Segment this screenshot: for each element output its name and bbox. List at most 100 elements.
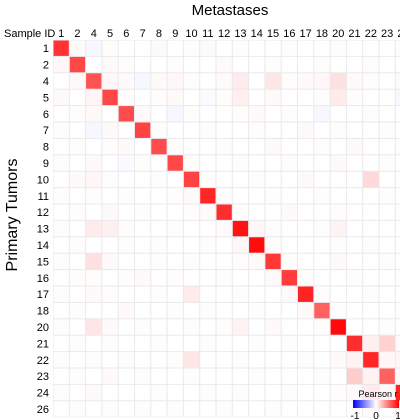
- heatmap-cell-11-17: [298, 188, 314, 204]
- y-axis-label: Primary Tumors: [4, 159, 21, 272]
- heatmap-cell-23-10: [183, 368, 200, 384]
- heatmap-cell-10-7: [135, 171, 151, 188]
- y-tick-22: 22: [37, 355, 49, 367]
- x-tick-24: 24: [397, 28, 400, 40]
- heatmap-cell-9-18: [314, 155, 330, 171]
- heatmap-cell-9-15: [265, 155, 281, 171]
- heatmap-cell-2-22: [363, 56, 379, 73]
- heatmap-cell-9-20: [330, 155, 346, 171]
- heatmap-cell-4-12: [216, 73, 232, 89]
- heatmap-cell-10-8: [151, 171, 167, 188]
- heatmap-cell-4-24: [395, 73, 400, 89]
- heatmap-cell-6-16: [281, 106, 297, 122]
- heatmap-cell-5-6: [118, 89, 134, 106]
- heatmap-cell-26-7: [135, 401, 151, 417]
- heatmap-cell-10-10: [183, 171, 200, 188]
- heatmap-cell-22-1: [53, 352, 69, 368]
- heatmap-cell-15-2: [69, 253, 86, 270]
- heatmap-cell-1-15: [265, 40, 281, 56]
- heatmap-cell-11-20: [330, 188, 346, 204]
- heatmap-cell-22-16: [281, 352, 297, 368]
- heatmap-cell-16-12: [216, 270, 232, 286]
- heatmap-cell-4-4: [86, 73, 102, 89]
- heatmap-cell-15-24: [395, 253, 400, 270]
- heatmap-cell-15-17: [298, 253, 314, 270]
- heatmap-cell-10-17: [298, 171, 314, 188]
- heatmap-cell-7-18: [314, 122, 330, 138]
- heatmap-cell-11-21: [346, 188, 363, 204]
- heatmap-cell-24-9: [167, 384, 183, 401]
- heatmap-cell-22-6: [118, 352, 134, 368]
- heatmap-cell-17-23: [379, 286, 395, 302]
- x-tick-1: 1: [58, 28, 64, 40]
- heatmap-cell-5-9: [167, 89, 183, 106]
- heatmap-cell-23-23: [379, 368, 395, 384]
- y-tick-2: 2: [43, 60, 49, 72]
- y-tick-20: 20: [37, 322, 49, 334]
- heatmap-cell-15-1: [53, 253, 69, 270]
- heatmap-cell-15-8: [151, 253, 167, 270]
- heatmap-cell-5-7: [135, 89, 151, 106]
- heatmap-cell-18-2: [69, 302, 86, 319]
- heatmap-cell-10-23: [379, 171, 395, 188]
- heatmap-cell-21-5: [102, 335, 118, 352]
- legend-tick-min: -1: [351, 411, 360, 420]
- heatmap-cell-13-9: [167, 220, 183, 237]
- heatmap-cell-22-10: [183, 352, 200, 368]
- heatmap-cell-16-9: [167, 270, 183, 286]
- heatmap-cell-13-20: [330, 220, 346, 237]
- heatmap-cell-14-12: [216, 237, 232, 253]
- heatmap-cell-13-5: [102, 220, 118, 237]
- heatmap-cell-9-11: [200, 155, 216, 171]
- heatmap-cell-20-17: [298, 319, 314, 335]
- heatmap-cell-15-14: [249, 253, 265, 270]
- heatmap-cell-12-2: [69, 204, 86, 220]
- legend-tick-max: 1: [395, 411, 400, 420]
- heatmap-cell-22-18: [314, 352, 330, 368]
- heatmap-cell-8-15: [265, 138, 281, 155]
- heatmap-cell-18-22: [363, 302, 379, 319]
- heatmap-cell-22-20: [330, 352, 346, 368]
- heatmap-cells: [53, 40, 400, 418]
- heatmap-cell-16-6: [118, 270, 134, 286]
- heatmap-cell-6-7: [135, 106, 151, 122]
- heatmap-cell-8-2: [69, 138, 86, 155]
- heatmap-cell-23-9: [167, 368, 183, 384]
- heatmap-cell-24-15: [265, 384, 281, 401]
- heatmap-cell-20-5: [102, 319, 118, 335]
- heatmap-cell-21-6: [118, 335, 134, 352]
- heatmap-cell-17-11: [200, 286, 216, 302]
- heatmap-cell-9-9: [167, 155, 183, 171]
- y-tick-17: 17: [37, 289, 49, 301]
- heatmap-cell-12-12: [216, 204, 232, 220]
- heatmap-cell-21-7: [135, 335, 151, 352]
- legend-tick-mid: 0: [373, 411, 379, 420]
- x-tick-21: 21: [348, 28, 360, 40]
- heatmap-cell-12-9: [167, 204, 183, 220]
- chart-title: Metastases: [192, 2, 269, 19]
- heatmap-cell-5-23: [379, 89, 395, 106]
- heatmap-cell-17-16: [281, 286, 297, 302]
- heatmap-cell-18-24: [395, 302, 400, 319]
- heatmap-cell-15-21: [346, 253, 363, 270]
- heatmap-cell-17-17: [298, 286, 314, 302]
- heatmap-cell-10-24: [395, 171, 400, 188]
- heatmap-cell-2-24: [395, 56, 400, 73]
- heatmap-cell-17-14: [249, 286, 265, 302]
- heatmap-cell-16-21: [346, 270, 363, 286]
- heatmap-cell-14-9: [167, 237, 183, 253]
- heatmap-cell-4-16: [281, 73, 297, 89]
- heatmap-cell-17-1: [53, 286, 69, 302]
- heatmap-cell-12-1: [53, 204, 69, 220]
- heatmap-cell-24-16: [281, 384, 297, 401]
- heatmap-cell-10-14: [249, 171, 265, 188]
- heatmap-cell-4-21: [346, 73, 363, 89]
- heatmap-cell-24-17: [298, 384, 314, 401]
- heatmap-cell-5-18: [314, 89, 330, 106]
- x-tick-2: 2: [74, 28, 80, 40]
- heatmap-cell-26-13: [232, 401, 249, 417]
- heatmap-cell-13-16: [281, 220, 297, 237]
- x-tick-8: 8: [156, 28, 162, 40]
- heatmap-cell-7-15: [265, 122, 281, 138]
